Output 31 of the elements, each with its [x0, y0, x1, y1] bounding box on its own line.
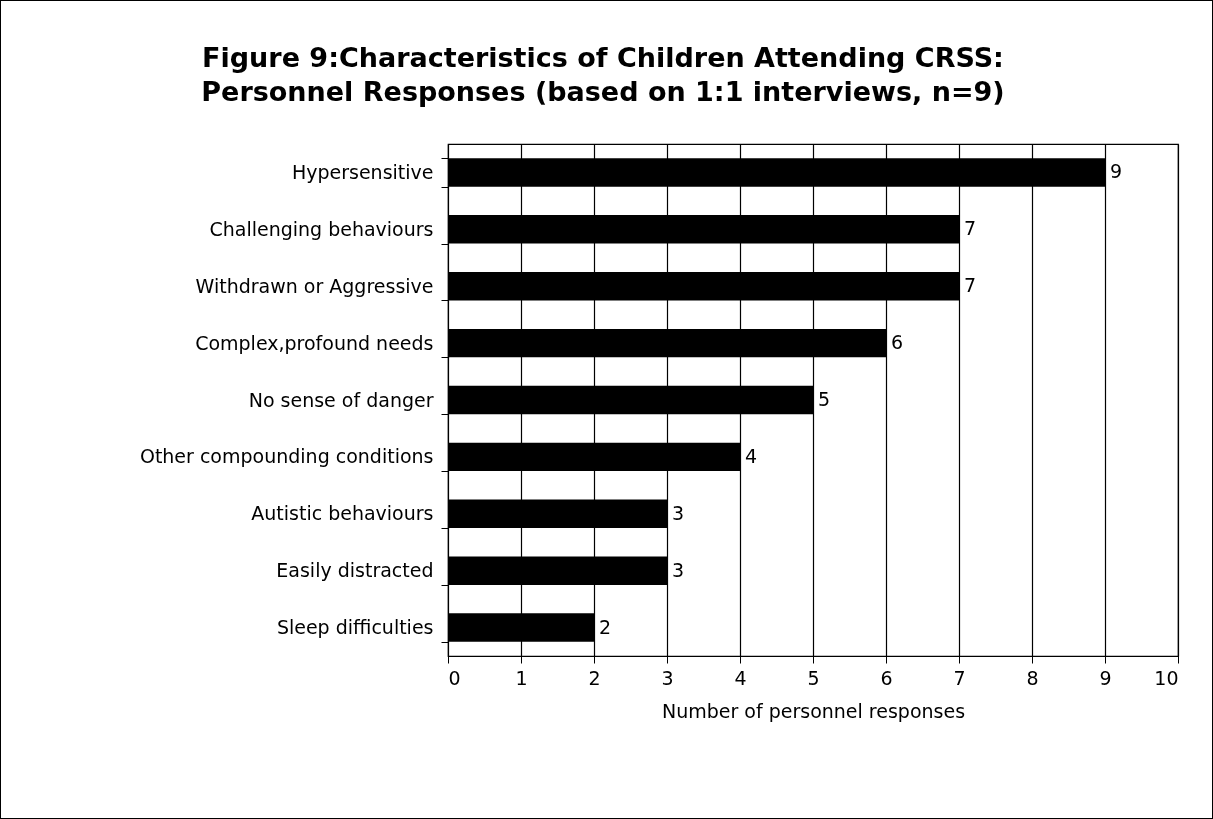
x-tick-label: 2 — [588, 666, 601, 689]
y-tick-label: Withdrawn or Aggressive — [195, 274, 434, 297]
y-tick-label: Sleep difficulties — [276, 616, 434, 639]
y-tick-label: Hypersensitive — [291, 160, 434, 183]
x-tick-label: 4 — [734, 666, 747, 689]
x-tick-label: 8 — [1026, 666, 1039, 689]
data-label: 2 — [599, 615, 612, 638]
y-tick-label: Easily distracted — [276, 559, 434, 582]
data-label: 6 — [891, 331, 904, 354]
data-label: 4 — [745, 444, 758, 467]
y-tick-label: Challenging behaviours — [209, 217, 434, 240]
data-label: 9 — [1110, 160, 1123, 183]
x-tick-label: 0 — [448, 666, 461, 689]
data-label: 3 — [672, 558, 685, 581]
y-tick-label: Complex,profound needs — [195, 331, 434, 354]
x-tick-label: 3 — [661, 666, 674, 689]
data-label: 7 — [964, 217, 977, 240]
x-tick-label: 9 — [1099, 666, 1112, 689]
y-tick-label: Autistic behaviours — [251, 502, 434, 525]
x-tick-label: 10 — [1154, 666, 1179, 689]
y-tick-label: No sense of danger — [248, 388, 434, 411]
x-tick-label: 7 — [953, 666, 966, 689]
chart-title: Figure 9:Characteristics of Children Attending CRSS: Personnel Responses (based on 1:1 interviews, n=9) — [201, 42, 1005, 107]
x-axis-title: Number of personnel responses — [661, 699, 966, 722]
x-tick-label: 5 — [807, 666, 820, 689]
x-tick-label: 1 — [515, 666, 528, 689]
data-label: 5 — [818, 388, 831, 410]
data-label: 3 — [672, 501, 685, 524]
data-label: 7 — [964, 274, 977, 297]
x-tick-label: 6 — [880, 666, 893, 689]
y-tick-label: Other compounding conditions — [139, 445, 434, 468]
